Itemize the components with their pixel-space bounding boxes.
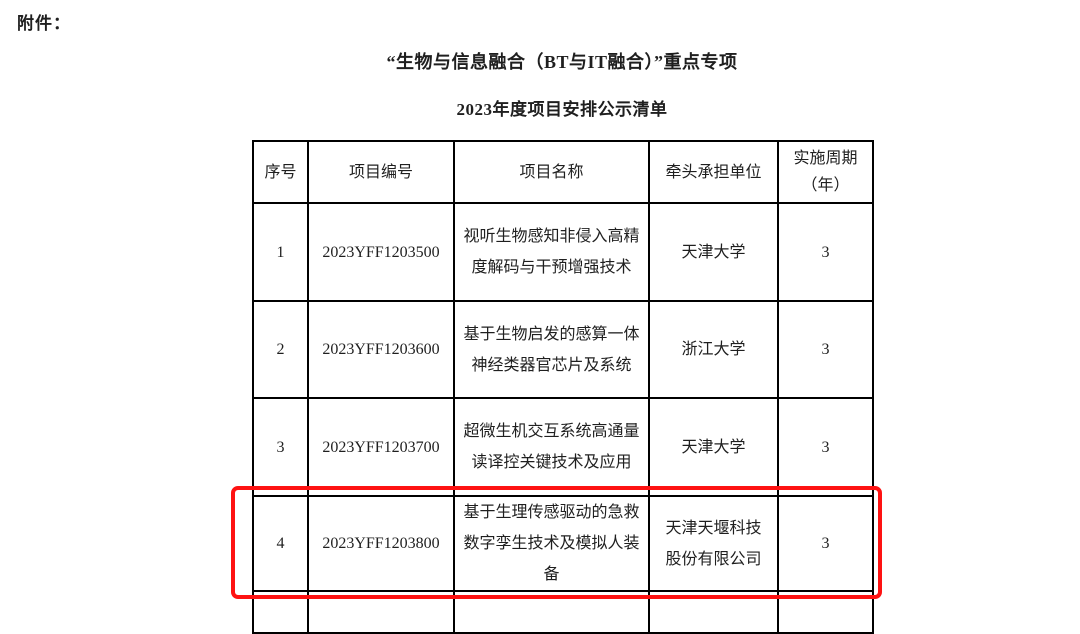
document-subtitle: 2023年度项目安排公示清单 <box>456 100 668 119</box>
cell-unit <box>648 590 779 634</box>
cell-unit: 浙江大学 <box>648 300 779 399</box>
cell-name: 超微生机交互系统高通量读译控关键技术及应用 <box>453 397 650 497</box>
cell-code: 2023YFF1203600 <box>307 300 455 399</box>
cell-no: 2 <box>252 300 309 399</box>
project-table: 序号 项目编号 项目名称 牵头承担单位 实施周期（年） 1 2023YFF120… <box>252 140 874 634</box>
cell-code: 2023YFF1203800 <box>307 495 455 592</box>
cell-period: 3 <box>777 397 874 497</box>
table-row: 3 2023YFF1203700 超微生机交互系统高通量读译控关键技术及应用 天… <box>252 397 874 497</box>
cell-code: 2023YFF1203500 <box>307 202 455 302</box>
header-period: 实施周期（年） <box>777 140 874 204</box>
table-header-row: 序号 项目编号 项目名称 牵头承担单位 实施周期（年） <box>252 140 874 204</box>
cell-name: 基于生物启发的感算一体神经类器官芯片及系统 <box>453 300 650 399</box>
cell-no: 4 <box>252 495 309 592</box>
cell-unit: 天津大学 <box>648 202 779 302</box>
cell-unit: 天津大学 <box>648 397 779 497</box>
cell-code: 2023YFF1203700 <box>307 397 455 497</box>
table-row-partial <box>252 590 874 634</box>
cell-name: 基于生理传感驱动的急救数字孪生技术及模拟人装备 <box>453 495 650 592</box>
cell-period: 3 <box>777 202 874 302</box>
table-row: 2 2023YFF1203600 基于生物启发的感算一体神经类器官芯片及系统 浙… <box>252 300 874 399</box>
header-unit: 牵头承担单位 <box>648 140 779 204</box>
document-title: “生物与信息融合（BT与IT融合）”重点专项 <box>386 52 738 72</box>
cell-no <box>252 590 309 634</box>
table-row-highlighted: 4 2023YFF1203800 基于生理传感驱动的急救数字孪生技术及模拟人装备… <box>252 495 874 592</box>
attachment-label: 附件： <box>17 14 71 33</box>
document-header: “生物与信息融合（BT与IT融合）”重点专项 2023年度项目安排公示清单 <box>252 50 872 121</box>
header-code: 项目编号 <box>307 140 455 204</box>
cell-period: 3 <box>777 300 874 399</box>
cell-period <box>777 590 874 634</box>
header-name: 项目名称 <box>453 140 650 204</box>
cell-name <box>453 590 650 634</box>
cell-no: 3 <box>252 397 309 497</box>
header-no: 序号 <box>252 140 309 204</box>
cell-code <box>307 590 455 634</box>
cell-unit: 天津天堰科技股份有限公司 <box>648 495 779 592</box>
cell-no: 1 <box>252 202 309 302</box>
cell-name: 视听生物感知非侵入高精度解码与干预增强技术 <box>453 202 650 302</box>
table-row: 1 2023YFF1203500 视听生物感知非侵入高精度解码与干预增强技术 天… <box>252 202 874 302</box>
cell-period: 3 <box>777 495 874 592</box>
